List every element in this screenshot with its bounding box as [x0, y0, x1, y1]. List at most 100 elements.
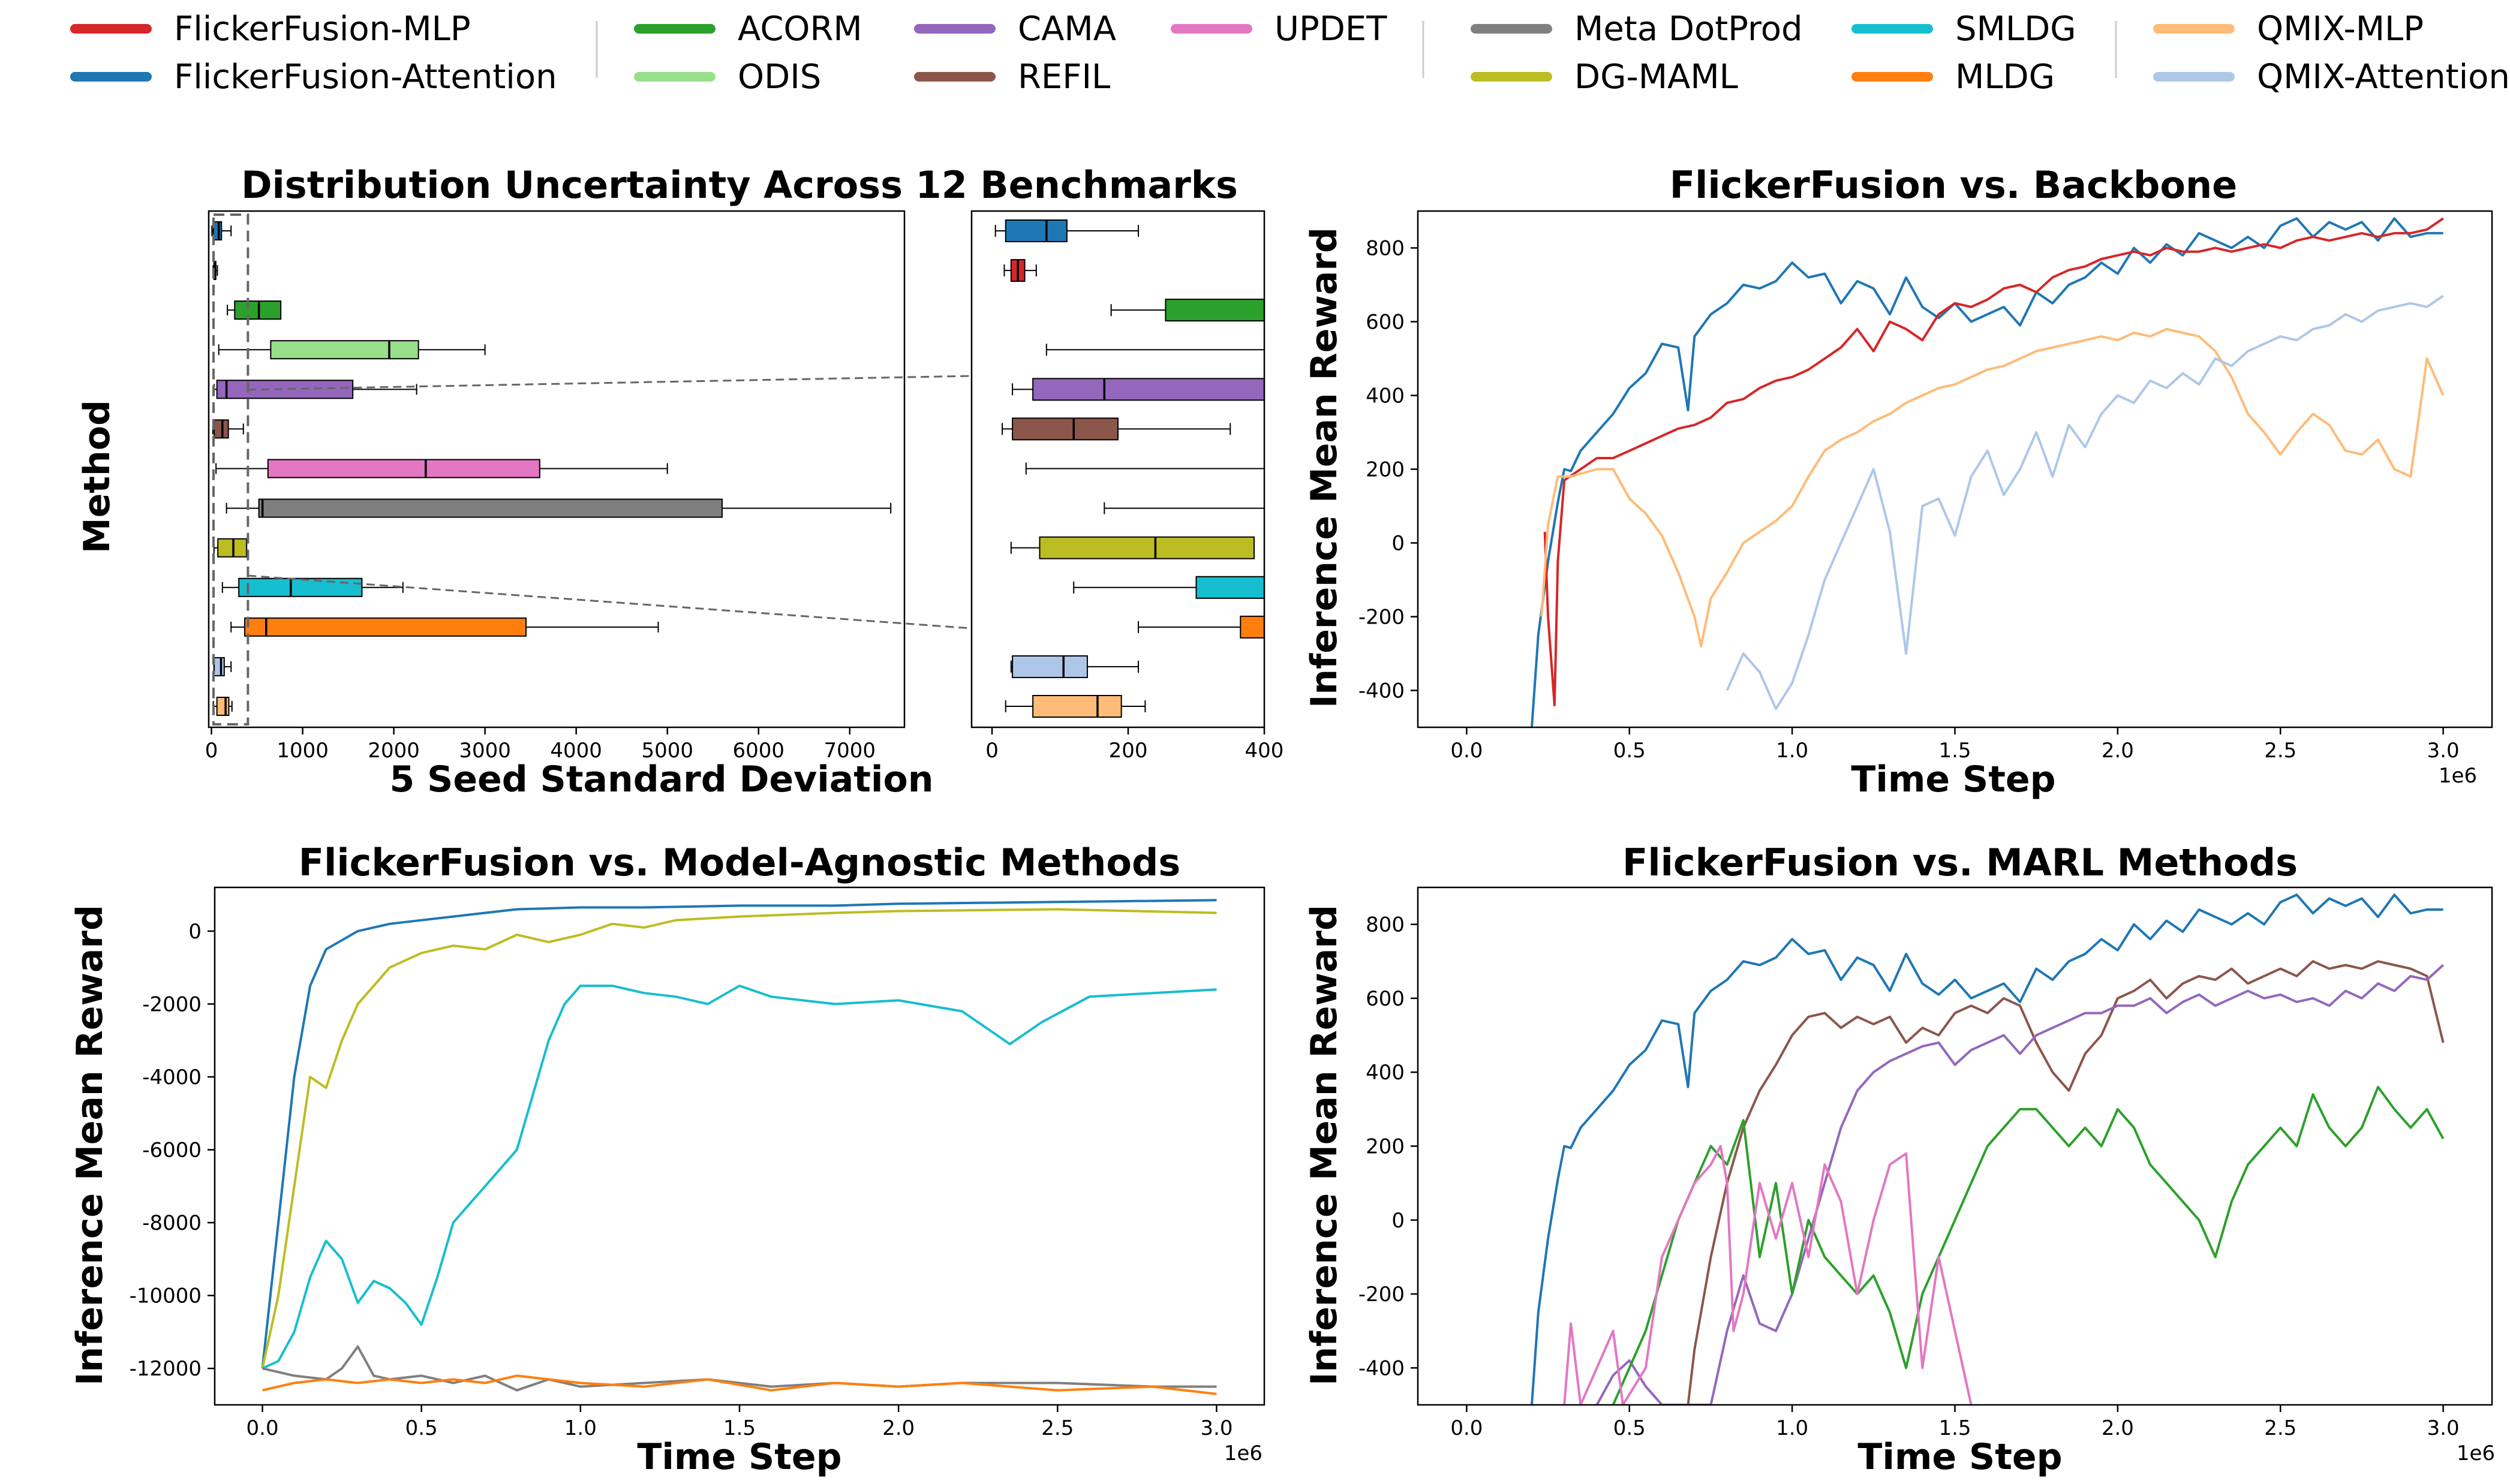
marl-ylabel: Inference Mean Reward — [1303, 905, 1345, 1386]
marl-title: FlickerFusion vs. MARL Methods — [1622, 841, 2298, 884]
inset-xtick-label: 0 — [985, 739, 999, 763]
box-smldg-iqr — [238, 577, 363, 597]
backbone-series-flickerfusion-attention — [1531, 217, 2443, 727]
marl-xlabel: Time Step — [1857, 1436, 2062, 1478]
marl-ytick-label: 400 — [1366, 1061, 1405, 1085]
model-agnostic-xtick-label: 2.0 — [882, 1416, 915, 1440]
backbone-series-qmix-mlp — [1540, 327, 2445, 648]
boxplot-xtick-label: 5000 — [641, 739, 693, 763]
marl-xtick-label: 2.0 — [2102, 1416, 2134, 1440]
inset-box-smldg-iqr — [1195, 576, 1264, 599]
marl-xtick-label: 2.5 — [2264, 1416, 2296, 1440]
model-agnostic-series-dg-maml — [261, 908, 1217, 1369]
backbone-ytick-label: -400 — [1358, 679, 1405, 703]
model-agnostic-panel: FlickerFusion vs. Model-Agnostic Methods… — [69, 841, 1265, 1478]
backbone-xtick-label: 2.5 — [2264, 739, 2296, 763]
backbone-ytick-label: 200 — [1366, 458, 1405, 482]
inset-box-flickerfusion-attention-iqr — [1005, 219, 1068, 242]
legend-label-updet: UPDET — [1274, 10, 1387, 49]
backbone-panel: FlickerFusion vs. Backbone Time Step Inf… — [1303, 163, 2493, 800]
boxplot-xlabel: 5 Seed Standard Deviation — [390, 758, 934, 800]
backbone-ytick-label: 600 — [1366, 311, 1405, 335]
marl-series-refil — [1687, 960, 2445, 1405]
inset-boxes — [994, 219, 2510, 718]
backbone-series-qmix-attention — [1726, 294, 2444, 711]
marl-ytick-label: -400 — [1358, 1356, 1405, 1380]
inset-box-odis-iqr — [1435, 339, 2510, 360]
model-agnostic-x-multiplier: 1e6 — [1224, 1441, 1262, 1465]
box-refil-iqr — [214, 419, 229, 439]
boxplot-xtick-label: 6000 — [732, 739, 784, 763]
inset-frame — [970, 210, 1265, 729]
model-agnostic-series-smldg — [261, 985, 1217, 1370]
model-agnostic-xtick-label: 0.0 — [247, 1416, 279, 1440]
box-mldg-iqr — [244, 617, 527, 637]
box-meta-dotprod-iqr — [258, 498, 723, 518]
inset-xtick-label: 400 — [1245, 739, 1284, 763]
legend-label-cama: CAMA — [1018, 10, 1116, 49]
box-qmix-mlp-iqr — [216, 697, 230, 716]
boxplot-panel: Distribution Uncertainty Across 12 Bench… — [76, 163, 2510, 800]
model-agnostic-ytick-label: -10000 — [130, 1284, 202, 1308]
inset-box-qmix-attention-iqr — [1012, 655, 1088, 678]
box-cama-iqr — [216, 380, 354, 399]
model-agnostic-title: FlickerFusion vs. Model-Agnostic Methods — [299, 841, 1180, 884]
legend-dividers — [596, 21, 2117, 78]
backbone-title: FlickerFusion vs. Backbone — [1670, 163, 2237, 207]
marl-xtick-label: 1.0 — [1776, 1416, 1808, 1440]
marl-series-updet — [1563, 1145, 1973, 1405]
legend-label-dg-maml: DG-MAML — [1574, 58, 1738, 97]
boxplot-xtick-label: 1000 — [276, 739, 329, 763]
backbone-xtick-label: 0.5 — [1613, 739, 1646, 763]
marl-xtick-label: 3.0 — [2427, 1416, 2460, 1440]
boxplot-main-axes: 0 1000 2000 3000 4000 5000 6000 7000 — [205, 210, 906, 763]
marl-xtick-label: 0.0 — [1450, 1416, 1483, 1440]
model-agnostic-series-mldg — [262, 1374, 1217, 1395]
inset-box-acorm-iqr — [1165, 299, 1264, 322]
boxplot-xtick-label: 2000 — [368, 739, 420, 763]
backbone-ytick-label: 400 — [1366, 384, 1405, 408]
backbone-ytick-label: 800 — [1366, 237, 1405, 261]
marl-series-acorm — [1612, 1085, 2445, 1405]
boxplot-title: Distribution Uncertainty Across 12 Bench… — [241, 163, 1238, 207]
box-dg-maml-iqr — [217, 538, 248, 558]
model-agnostic-frame — [214, 886, 1265, 1406]
marl-xtick-label: 0.5 — [1613, 1416, 1646, 1440]
backbone-ytick-label: -200 — [1358, 606, 1405, 630]
model-agnostic-series-flickerfusion-attention — [261, 899, 1217, 1369]
marl-x-multiplier: 1e6 — [2457, 1441, 2495, 1465]
model-agnostic-xtick-label: 0.5 — [405, 1416, 438, 1440]
marl-ytick-label: 0 — [1391, 1209, 1405, 1233]
marl-series-flickerfusion-attention — [1531, 893, 2443, 1405]
backbone-xtick-label: 1.5 — [1938, 739, 1971, 763]
backbone-xtick-label: 2.0 — [2102, 739, 2134, 763]
backbone-axes: 0.0 0.5 1.0 1.5 2.0 2.5 3.0 -400 -200 0 200 400 600 8… — [1358, 210, 2493, 763]
backbone-ytick-label: 0 — [1391, 532, 1405, 556]
model-agnostic-xtick-label: 1.5 — [723, 1416, 756, 1440]
backbone-xtick-label: 0.0 — [1450, 739, 1483, 763]
inset-box-meta-dotprod-iqr — [1346, 498, 2510, 519]
marl-series-cama — [1595, 964, 2444, 1405]
model-agnostic-xlabel: Time Step — [637, 1436, 841, 1478]
legend-label-qmix-attention: QMIX-Attention — [2257, 58, 2510, 97]
legend-label-acorm: ACORM — [738, 10, 862, 49]
marl-axes: 0.0 0.5 1.0 1.5 2.0 2.5 3.0 -400 -200 0 200 400 600 8… — [1358, 886, 2493, 1440]
model-agnostic-ylabel: Inference Mean Reward — [69, 905, 111, 1386]
legend-label-flickerfusion-mlp: FlickerFusion-MLP — [174, 10, 471, 49]
backbone-ylabel: Inference Mean Reward — [1303, 227, 1345, 708]
model-agnostic-ytick-label: -4000 — [142, 1065, 202, 1089]
model-agnostic-ytick-label: -6000 — [142, 1139, 202, 1163]
inset-box-refil-iqr — [1012, 417, 1119, 441]
marl-ytick-label: 600 — [1366, 987, 1405, 1011]
boxplot-xtick-label: 4000 — [550, 739, 602, 763]
boxplot-xtick-label: 3000 — [459, 739, 511, 763]
boxplot-zoom-inset: 0 200 400 — [248, 210, 2510, 763]
model-agnostic-ytick-label: -2000 — [142, 992, 202, 1016]
model-agnostic-xtick-label: 1.0 — [564, 1416, 597, 1440]
box-odis-iqr — [270, 340, 419, 360]
inset-box-cama-iqr — [1032, 378, 1264, 401]
legend-label-smldg: SMLDG — [1955, 10, 2076, 49]
model-agnostic-ytick-label: -8000 — [142, 1211, 202, 1235]
boxplot-ylabel: Method — [76, 400, 118, 553]
